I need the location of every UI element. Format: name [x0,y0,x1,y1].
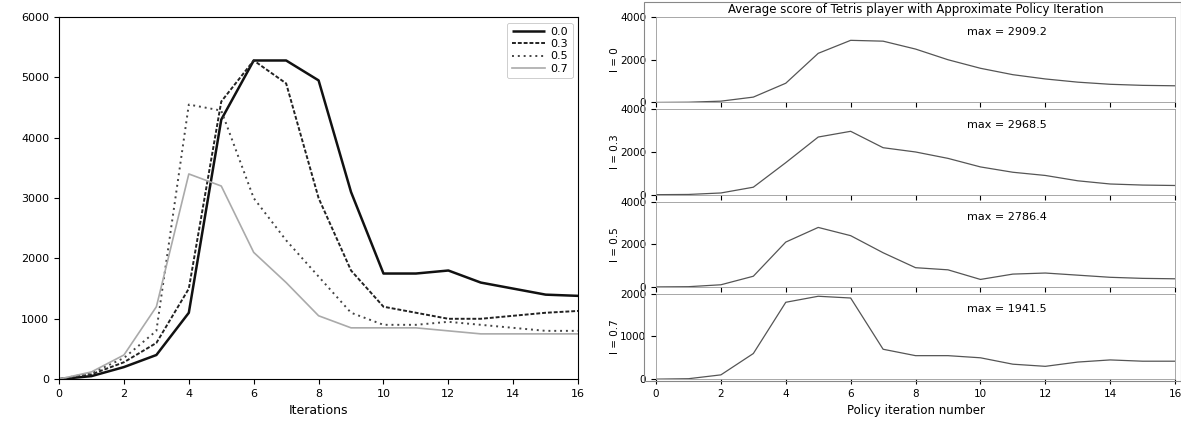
0.7 [409,325,423,331]
0.5 [539,328,553,334]
0.0 [344,190,358,195]
0.5 [474,322,488,328]
0.5 [182,102,196,107]
0.3 [247,58,261,63]
0.3 [182,286,196,291]
0.5 [52,377,66,382]
0.5 [344,310,358,315]
0.0 [117,365,131,370]
Text: max = 2909.2: max = 2909.2 [967,27,1048,37]
0.0 [474,280,488,285]
Text: max = 2786.4: max = 2786.4 [967,212,1048,222]
0.7 [572,331,586,337]
0.5 [377,322,391,328]
0.7 [344,325,358,331]
0.7 [84,369,98,374]
X-axis label: Iterations: Iterations [289,404,348,417]
0.7 [474,331,488,337]
0.3 [84,372,98,377]
Title: Average score of Tetris player with Approximate Policy Iteration: Average score of Tetris player with Appr… [727,3,1103,16]
Y-axis label: l = 0.5: l = 0.5 [609,227,620,262]
0.0 [572,294,586,299]
Y-axis label: l = 0.3: l = 0.3 [609,135,620,170]
0.0 [409,271,423,276]
0.5 [214,108,228,113]
0.5 [507,325,521,331]
0.0 [84,374,98,379]
0.7 [182,171,196,176]
0.5 [279,238,293,243]
0.0 [377,271,391,276]
0.5 [247,196,261,201]
0.7 [279,280,293,285]
0.0 [214,117,228,122]
0.5 [117,355,131,360]
0.3 [507,313,521,318]
0.7 [377,325,391,331]
0.0 [52,377,66,382]
0.7 [507,331,521,337]
0.5 [312,274,326,279]
Line: 0.3: 0.3 [59,60,579,379]
0.0 [247,58,261,63]
0.0 [507,286,521,291]
0.0 [442,268,456,273]
0.3 [572,308,586,314]
0.7 [149,304,163,309]
0.0 [182,310,196,315]
0.0 [149,352,163,357]
0.7 [214,184,228,189]
0.5 [572,328,586,334]
Text: max = 1941.5: max = 1941.5 [967,304,1048,314]
0.3 [149,340,163,345]
Line: 0.5: 0.5 [59,104,579,379]
0.3 [539,310,553,315]
0.0 [312,78,326,83]
0.7 [442,328,456,334]
Y-axis label: l = 0.7: l = 0.7 [609,319,620,354]
0.5 [84,371,98,376]
Y-axis label: l = 0: l = 0 [609,47,620,72]
0.3 [214,99,228,104]
Legend: 0.0, 0.3, 0.5, 0.7: 0.0, 0.3, 0.5, 0.7 [507,23,573,78]
0.0 [279,58,293,63]
0.3 [377,304,391,309]
0.3 [52,377,66,382]
Line: 0.7: 0.7 [59,174,579,379]
0.3 [117,360,131,365]
Text: max = 2968.5: max = 2968.5 [967,120,1048,130]
X-axis label: Policy iteration number: Policy iteration number [847,404,985,417]
0.3 [442,316,456,321]
0.3 [344,268,358,273]
0.5 [409,322,423,328]
0.7 [117,352,131,357]
0.3 [279,81,293,86]
0.3 [312,196,326,201]
Line: 0.0: 0.0 [59,60,579,379]
0.7 [312,313,326,318]
0.5 [149,328,163,334]
0.3 [409,310,423,315]
0.0 [539,292,553,297]
0.5 [442,319,456,324]
0.3 [474,316,488,321]
0.7 [247,250,261,255]
0.7 [539,331,553,337]
0.7 [52,377,66,382]
